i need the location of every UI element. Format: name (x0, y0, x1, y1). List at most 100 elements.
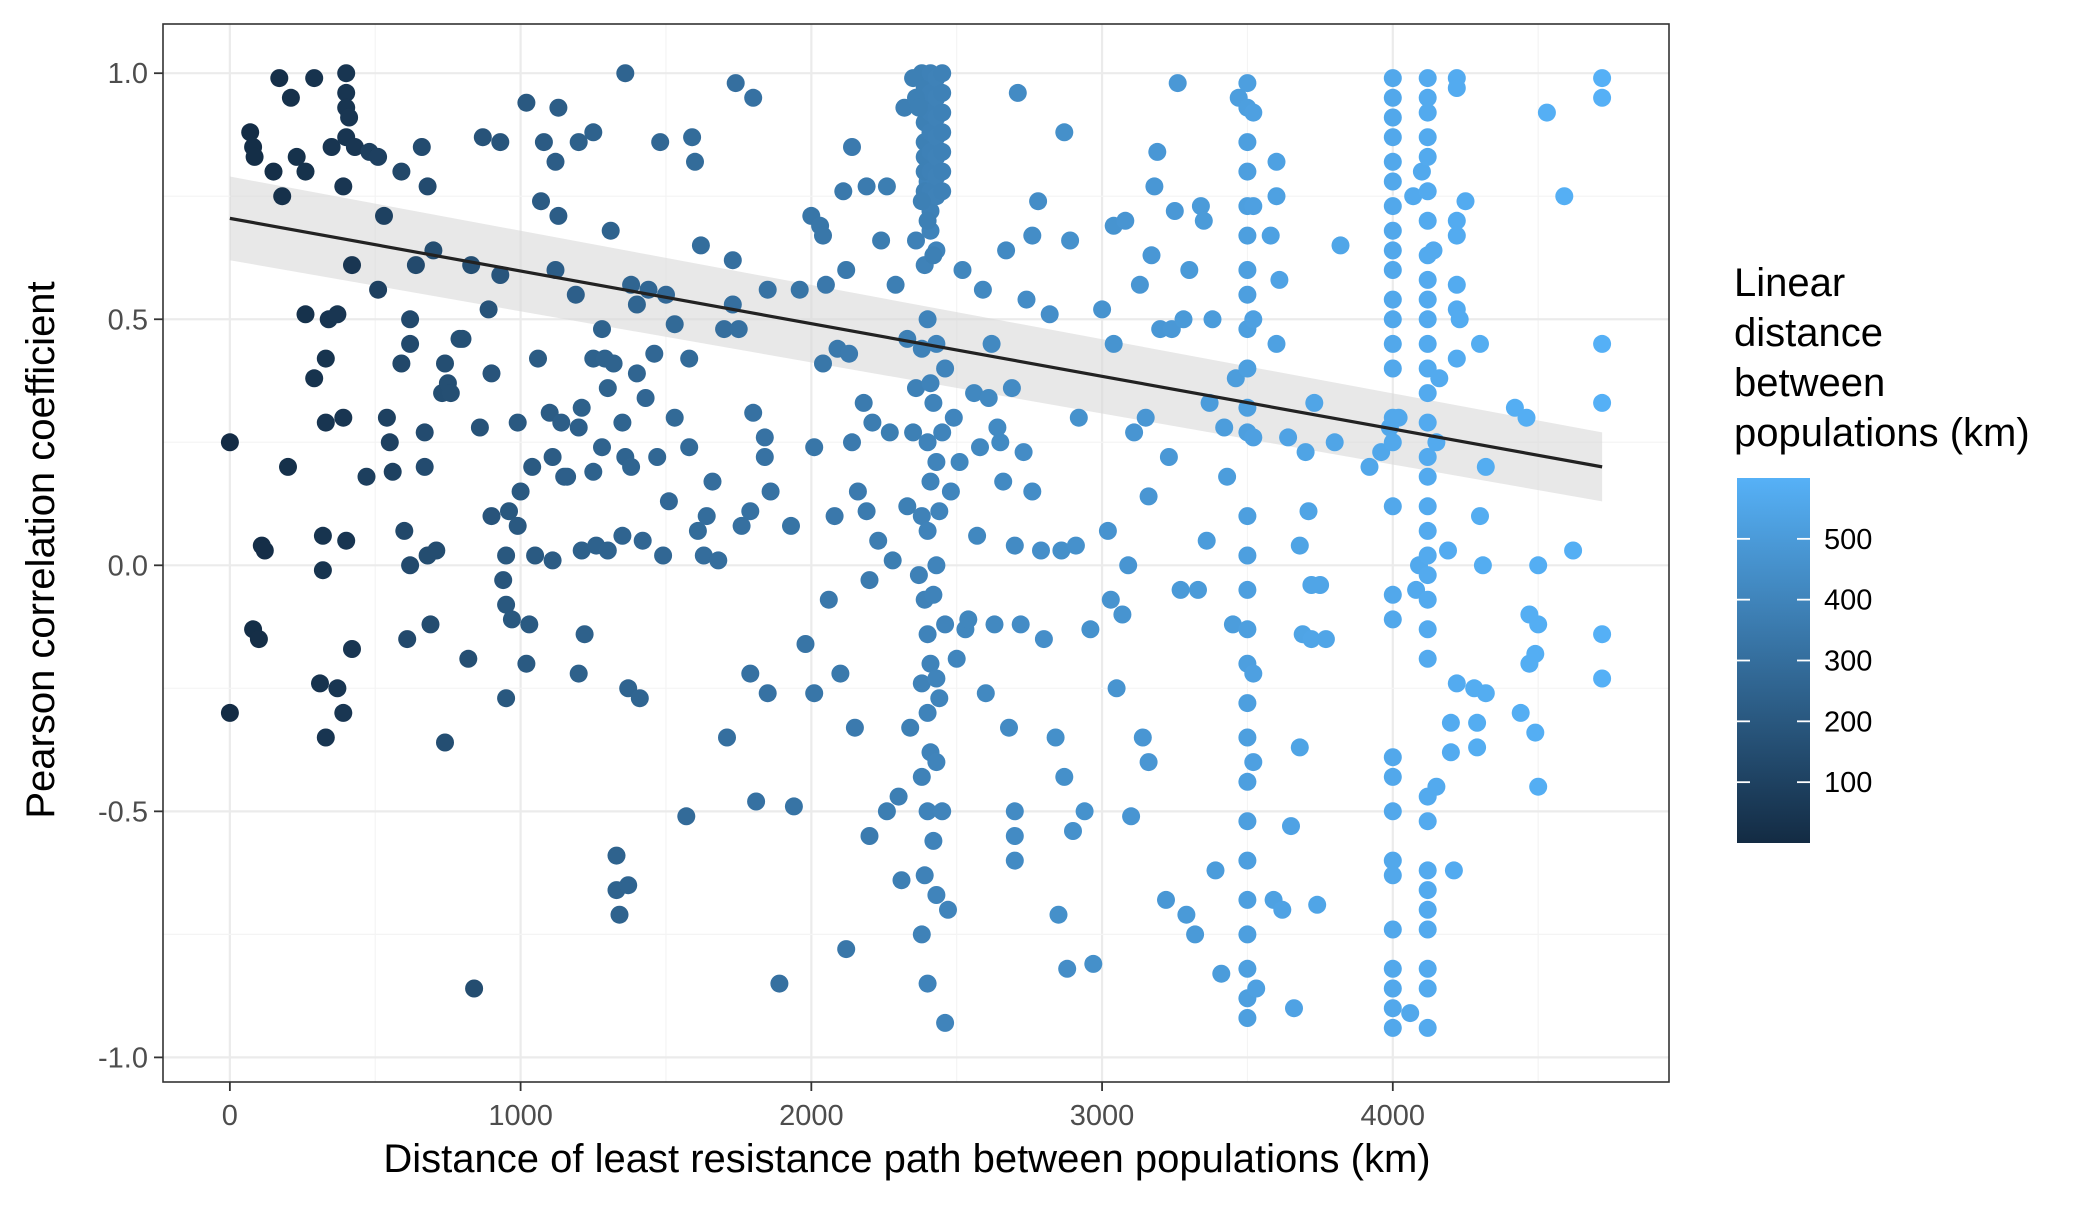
data-point (1267, 334, 1286, 353)
data-point (1555, 187, 1574, 206)
data-point (659, 492, 678, 511)
data-point (1191, 197, 1210, 216)
data-point (1055, 123, 1074, 142)
data-point (869, 531, 888, 550)
data-point (630, 689, 649, 708)
data-point (316, 349, 335, 368)
data-point (1218, 467, 1237, 486)
data-point (1157, 890, 1175, 909)
data-point (491, 266, 510, 284)
data-point (343, 640, 361, 658)
data-point (1468, 713, 1487, 732)
data-point (1331, 236, 1350, 255)
plot-panel-border (162, 23, 1670, 1083)
data-point (1418, 979, 1437, 998)
data-point (1005, 851, 1024, 870)
data-point (502, 610, 521, 629)
data-point (1383, 221, 1402, 240)
data-point (1194, 211, 1213, 230)
data-point (1200, 393, 1219, 412)
data-point (872, 231, 891, 250)
data-point (337, 531, 356, 550)
data-point (558, 467, 577, 486)
data-point (1383, 290, 1402, 309)
data-point (755, 428, 774, 447)
data-point (1418, 211, 1437, 230)
data-point (694, 546, 713, 565)
data-point (607, 846, 626, 865)
data-point (941, 482, 960, 501)
data-point (1238, 507, 1257, 526)
data-point (755, 448, 774, 466)
data-point (1404, 187, 1423, 206)
data-point (1383, 69, 1402, 88)
data-point (918, 521, 937, 540)
data-point (619, 876, 638, 895)
data-point (1238, 162, 1257, 181)
data-point (616, 64, 635, 83)
data-point (1238, 261, 1257, 279)
data-point (1383, 748, 1402, 767)
legend: Linear distance between populations (km)… (1734, 261, 2030, 843)
data-point (1418, 959, 1437, 978)
data-point (936, 359, 955, 378)
data-point (1302, 630, 1321, 649)
data-point (909, 566, 928, 585)
data-point (814, 226, 832, 245)
data-point (1238, 851, 1257, 870)
data-point (453, 329, 472, 348)
data-point (1456, 192, 1475, 211)
data-point (1418, 147, 1437, 166)
data-point (345, 138, 364, 156)
data-point (401, 310, 420, 329)
data-point (220, 433, 239, 452)
data-point (380, 433, 399, 452)
data-point (1418, 413, 1437, 432)
data-point (1529, 556, 1548, 575)
x-tick-label: 4000 (1361, 1100, 1426, 1132)
data-point (549, 206, 568, 225)
data-point (825, 507, 844, 526)
data-point (947, 649, 966, 668)
y-axis-label: Pearson correlation coefficient (19, 281, 63, 818)
data-point (918, 625, 937, 644)
y-tick-label: 1.0 (108, 58, 148, 90)
data-point (1418, 649, 1437, 668)
data-point (546, 152, 565, 171)
y-tick-label: 0.5 (108, 304, 148, 336)
data-point (281, 88, 300, 107)
trend-line-layer (229, 216, 1603, 469)
data-point (1418, 69, 1437, 88)
data-point (482, 507, 501, 526)
data-point (805, 438, 824, 457)
data-point (1418, 861, 1437, 880)
data-point (912, 192, 931, 211)
data-point (543, 448, 562, 466)
data-point (1418, 103, 1437, 122)
data-point (377, 408, 396, 427)
data-point (1238, 74, 1257, 93)
data-point (1383, 979, 1402, 998)
x-tick-label: 2000 (779, 1100, 844, 1132)
data-point (1215, 418, 1234, 437)
data-point (1401, 1004, 1420, 1023)
data-point (744, 88, 763, 107)
data-point (927, 753, 946, 772)
data-point (854, 393, 873, 412)
data-point (604, 354, 623, 373)
data-point (1383, 802, 1402, 821)
data-point (508, 413, 527, 432)
data-point (1093, 300, 1112, 319)
data-point (220, 703, 239, 722)
data-point (270, 69, 289, 88)
data-point (1244, 197, 1263, 216)
data-point (688, 521, 707, 540)
data-point (1197, 531, 1216, 550)
data-point (491, 133, 510, 152)
y-tick-label: -0.5 (98, 796, 148, 828)
data-point (1168, 74, 1187, 93)
data-point (334, 703, 353, 722)
data-point (1005, 827, 1024, 845)
data-point (1032, 541, 1050, 560)
data-point (845, 718, 864, 737)
